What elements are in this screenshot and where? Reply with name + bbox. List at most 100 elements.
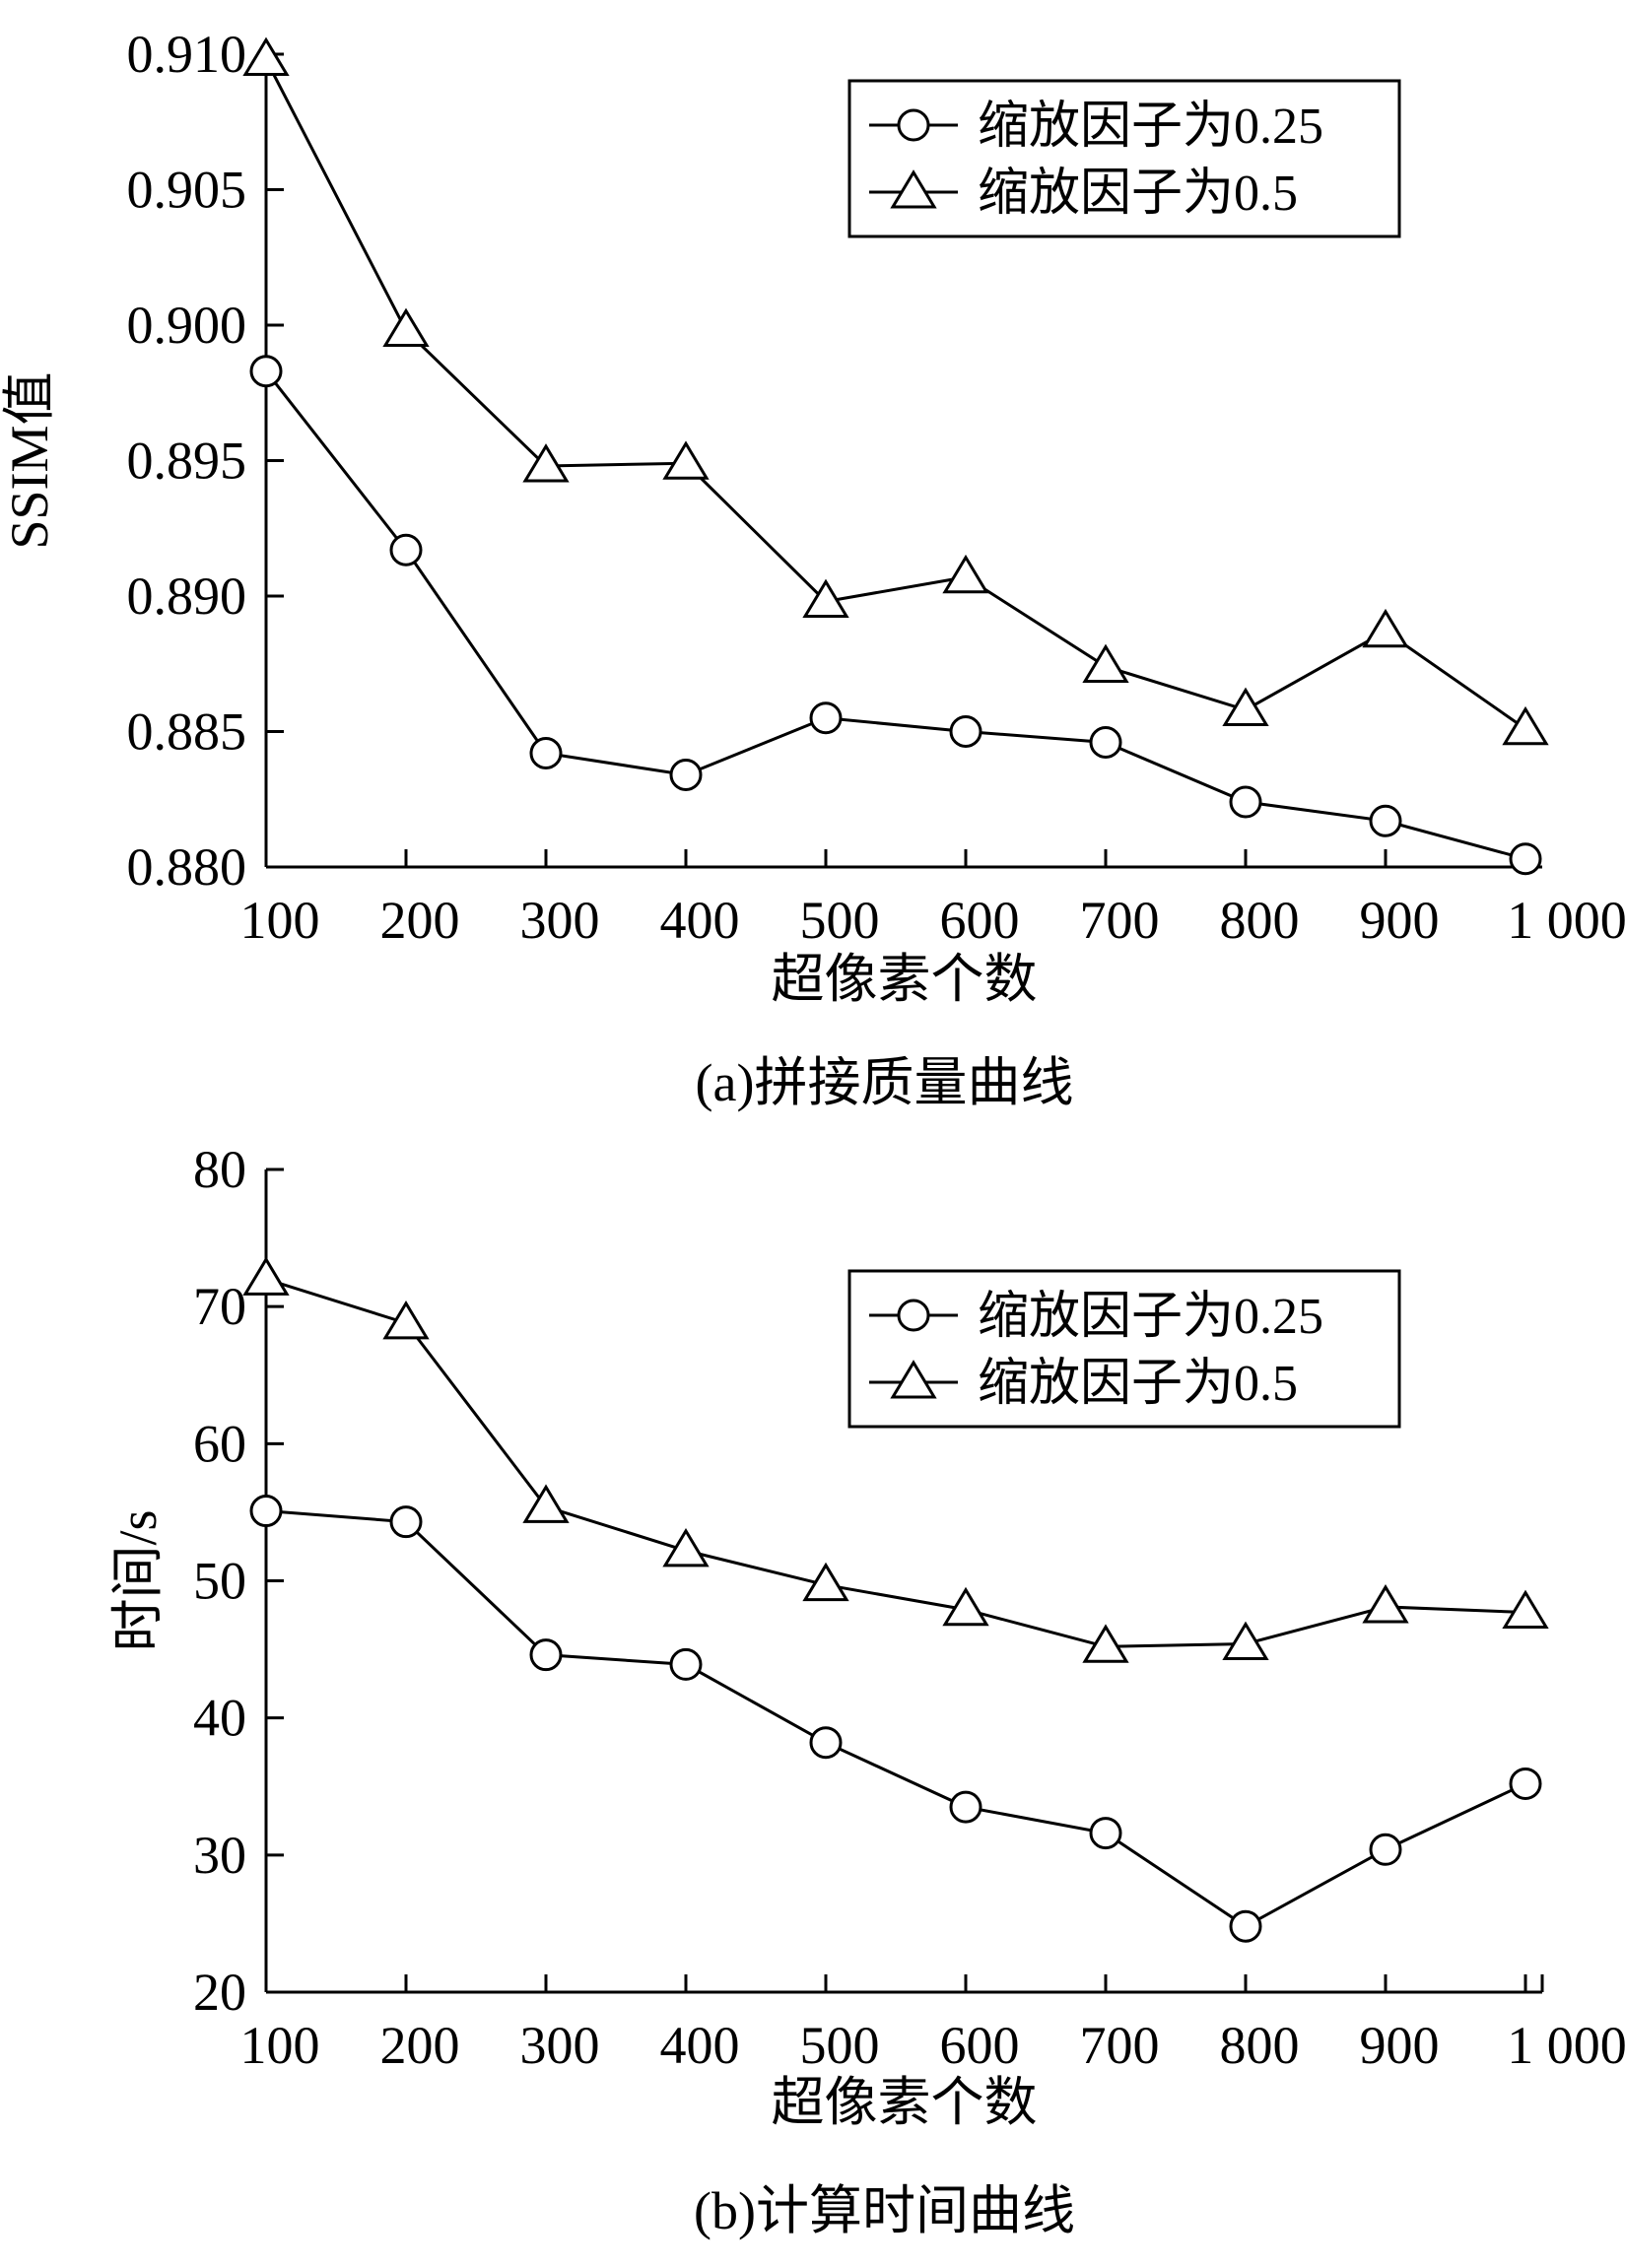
- x-tick-label: 400: [660, 891, 740, 950]
- data-point-triangle: [382, 1300, 430, 1340]
- legend-item: 缩放因子为0.25: [869, 1289, 1323, 1345]
- data-point-circle: [949, 715, 982, 748]
- y-tick-label: 0.880: [127, 837, 247, 897]
- y-tick-label: 0.895: [127, 432, 247, 491]
- series-circle: [249, 1495, 1542, 1943]
- legend-marker-circle: [897, 1299, 930, 1332]
- data-point-triangle: [1502, 705, 1549, 746]
- legend-marker-triangle: [890, 169, 937, 209]
- x-tick-label: 900: [1360, 891, 1440, 950]
- data-point-circle: [1369, 804, 1402, 837]
- x-tick-label: 100: [240, 2016, 320, 2075]
- x-tick-label: 300: [520, 2016, 600, 2075]
- x-tick-label: 1 000: [1507, 2016, 1625, 2075]
- y-tick-label: 0.910: [127, 25, 247, 84]
- data-point-triangle: [1082, 643, 1129, 683]
- y-tick-label: 60: [193, 1414, 246, 1473]
- x-tick-label: 300: [520, 891, 600, 950]
- x-tick-label: 600: [940, 891, 1020, 950]
- data-point-triangle: [802, 578, 849, 618]
- series-line: [265, 1509, 1526, 1928]
- chart-panel-a: 0.880 0.885 0.890 0.895 0.900 0.905 0.910 100 20…: [0, 25, 1625, 1112]
- data-point-circle: [1229, 1909, 1262, 1943]
- x-tick-label: 100: [240, 891, 320, 950]
- data-point-triangle: [522, 443, 570, 483]
- data-point-circle: [249, 1495, 283, 1528]
- legend-label: 缩放因子为0.5: [978, 1356, 1298, 1412]
- data-point-triangle: [1502, 1589, 1549, 1630]
- data-point-triangle: [942, 1586, 989, 1627]
- chart-panel-b: 20 30 40 50 60 70 80 100 200 300 400 500 600 700 800 90…: [108, 1140, 1625, 2240]
- x-tick-label: 200: [380, 891, 460, 950]
- data-point-triangle: [382, 307, 430, 347]
- y-axis-label: 时间/s: [108, 1509, 168, 1651]
- series-triangle: [242, 1256, 1549, 1663]
- data-point-triangle: [242, 36, 290, 76]
- data-point-circle: [1369, 1833, 1402, 1866]
- data-point-circle: [529, 737, 563, 769]
- x-axis-label: 超像素个数: [772, 950, 1038, 1009]
- data-point-circle: [1089, 726, 1122, 759]
- x-tick-label: 800: [1220, 891, 1300, 950]
- data-point-circle: [949, 1790, 982, 1824]
- data-point-circle: [1509, 842, 1542, 876]
- y-axis-label: SSIM值: [0, 371, 59, 549]
- series-line: [265, 1277, 1526, 1648]
- legend-item: 缩放因子为0.5: [869, 1356, 1298, 1412]
- x-tick-label: 600: [940, 2016, 1020, 2075]
- legend-label: 缩放因子为0.25: [978, 99, 1323, 155]
- data-point-circle: [529, 1638, 563, 1672]
- legend-label: 缩放因子为0.25: [978, 1289, 1323, 1345]
- series-triangle: [242, 36, 1549, 746]
- x-tick-label: 400: [660, 2016, 740, 2075]
- x-tick-label: 700: [1080, 891, 1160, 950]
- data-point-triangle: [1222, 1621, 1269, 1661]
- panel-caption: (a)拼接质量曲线: [696, 1053, 1074, 1112]
- y-tick-label: 0.905: [127, 161, 247, 220]
- legend-box: [847, 79, 1401, 238]
- data-point-triangle: [662, 1527, 710, 1568]
- series-circle: [249, 355, 1542, 876]
- data-point-triangle: [662, 440, 710, 480]
- data-point-triangle: [942, 554, 989, 594]
- x-tick-label: 500: [800, 891, 880, 950]
- data-point-triangle: [522, 1484, 570, 1523]
- y-tick-label: 70: [193, 1277, 246, 1336]
- x-tick-label: 900: [1360, 2016, 1440, 2075]
- data-point-circle: [809, 701, 843, 735]
- data-point-circle: [1229, 785, 1262, 819]
- data-point-circle: [389, 533, 423, 567]
- x-tick-label: 500: [800, 2016, 880, 2075]
- panel-caption: (b)计算时间曲线: [694, 2181, 1075, 2240]
- legend-box: [847, 1269, 1401, 1429]
- legend-marker-circle: [897, 108, 930, 142]
- data-point-triangle: [242, 1256, 290, 1296]
- data-point-triangle: [1082, 1624, 1129, 1663]
- data-point-triangle: [1222, 687, 1269, 726]
- y-tick-label: 30: [193, 1826, 246, 1885]
- data-point-circle: [389, 1505, 423, 1539]
- data-point-circle: [249, 355, 283, 388]
- y-tick-label: 20: [193, 1963, 246, 2022]
- data-point-circle: [1089, 1817, 1122, 1850]
- legend: 缩放因子为0.25 缩放因子为0.5: [847, 79, 1401, 238]
- x-axis-label: 超像素个数: [772, 2073, 1038, 2132]
- legend-item: 缩放因子为0.5: [869, 166, 1298, 222]
- legend-label: 缩放因子为0.5: [978, 166, 1298, 222]
- y-tick-label: 0.900: [127, 296, 247, 355]
- x-tick-label: 1 000: [1507, 891, 1625, 950]
- data-point-circle: [669, 759, 703, 791]
- y-tick-label: 0.890: [127, 567, 247, 626]
- legend-marker-triangle: [890, 1360, 937, 1399]
- legend: 缩放因子为0.25 缩放因子为0.5: [847, 1269, 1401, 1429]
- data-point-circle: [1509, 1767, 1542, 1800]
- y-tick-label: 0.885: [127, 702, 247, 762]
- data-point-triangle: [1362, 608, 1409, 648]
- y-tick-label: 50: [193, 1552, 246, 1611]
- x-tick-label: 200: [380, 2016, 460, 2075]
- series-line: [264, 369, 1526, 861]
- data-point-circle: [669, 1647, 703, 1681]
- legend-item: 缩放因子为0.25: [869, 99, 1323, 155]
- data-point-triangle: [802, 1562, 849, 1602]
